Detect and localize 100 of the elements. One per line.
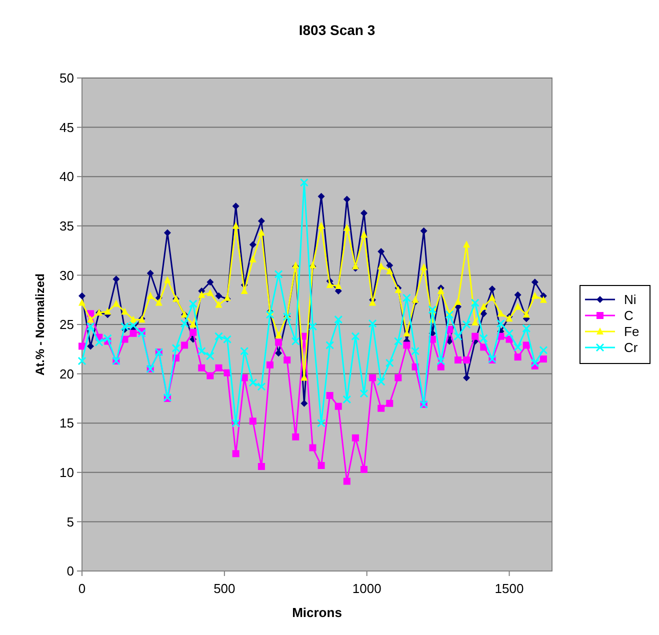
- point: [334, 315, 343, 324]
- point: [376, 377, 386, 386]
- point: [420, 263, 428, 270]
- point: [539, 346, 548, 354]
- point: [86, 322, 95, 331]
- point: [240, 346, 249, 356]
- point: [274, 270, 283, 278]
- point: [496, 319, 505, 328]
- point: [78, 342, 86, 350]
- point: [308, 322, 317, 331]
- point: [309, 444, 316, 452]
- point: [394, 374, 402, 382]
- point: [103, 334, 112, 343]
- point: [334, 402, 342, 410]
- point: [386, 267, 394, 274]
- point: [480, 344, 488, 351]
- point: [121, 308, 128, 315]
- point: [188, 300, 198, 308]
- point: [257, 382, 266, 391]
- point: [275, 350, 282, 357]
- legend-label: Cr: [624, 340, 638, 356]
- x-axis-title: Microns: [292, 605, 342, 620]
- point: [78, 298, 86, 306]
- point: [540, 296, 547, 303]
- point: [334, 282, 342, 290]
- point: [514, 302, 522, 310]
- point: [530, 358, 540, 368]
- point: [402, 294, 411, 302]
- point: [360, 210, 368, 217]
- point: [130, 316, 137, 323]
- point: [531, 292, 538, 299]
- y-tick-label: 45: [60, 120, 74, 135]
- point: [531, 278, 538, 286]
- y-tick-label: 15: [60, 416, 74, 431]
- point: [352, 434, 359, 442]
- y-tick-label: 40: [60, 169, 74, 184]
- point: [378, 248, 385, 256]
- point: [488, 286, 496, 293]
- point: [488, 294, 496, 301]
- point: [343, 196, 350, 203]
- point: [352, 262, 359, 270]
- point: [155, 298, 162, 306]
- point: [78, 292, 86, 300]
- point: [198, 364, 206, 372]
- point: [326, 392, 334, 399]
- point: [284, 356, 291, 364]
- x-tick-label: 0: [78, 581, 86, 596]
- y-tick-label: 25: [60, 317, 74, 332]
- y-tick-label: 30: [60, 268, 74, 283]
- point: [522, 342, 530, 349]
- point: [428, 305, 437, 314]
- point: [463, 240, 470, 248]
- point: [164, 276, 171, 284]
- point: [318, 192, 325, 200]
- point: [206, 288, 214, 296]
- point: [326, 281, 334, 288]
- point: [275, 338, 282, 346]
- point: [190, 320, 197, 328]
- point: [343, 478, 350, 485]
- point: [190, 328, 197, 336]
- point: [505, 329, 514, 338]
- point: [215, 364, 222, 372]
- point: [206, 278, 214, 286]
- point: [275, 331, 282, 338]
- point: [266, 310, 274, 319]
- point: [300, 400, 308, 407]
- y-tick-label: 5: [66, 514, 74, 530]
- point: [540, 356, 547, 363]
- point: [249, 241, 256, 248]
- point: [146, 292, 154, 299]
- point: [164, 229, 171, 236]
- y-tick-label: 35: [60, 218, 74, 234]
- chart-title: I803 Scan 3: [298, 22, 376, 38]
- point: [78, 356, 86, 366]
- point: [318, 462, 325, 469]
- point: [249, 255, 256, 262]
- point: [300, 178, 308, 187]
- point: [463, 356, 470, 364]
- point: [378, 404, 385, 412]
- point: [291, 337, 300, 346]
- point: [378, 262, 385, 270]
- point: [232, 418, 240, 428]
- point: [146, 270, 154, 277]
- y-tick-label: 10: [60, 464, 74, 480]
- point: [479, 334, 488, 343]
- point: [454, 332, 462, 341]
- point: [522, 324, 531, 333]
- point: [180, 319, 189, 328]
- legend-label: Ni: [624, 292, 636, 308]
- point: [386, 400, 394, 407]
- point: [130, 330, 137, 337]
- point: [249, 418, 256, 425]
- point: [369, 374, 376, 382]
- point: [94, 338, 104, 346]
- point: [360, 389, 368, 398]
- point: [343, 224, 350, 231]
- point: [317, 418, 326, 428]
- point: [420, 227, 428, 234]
- point: [411, 346, 420, 356]
- point: [403, 329, 410, 336]
